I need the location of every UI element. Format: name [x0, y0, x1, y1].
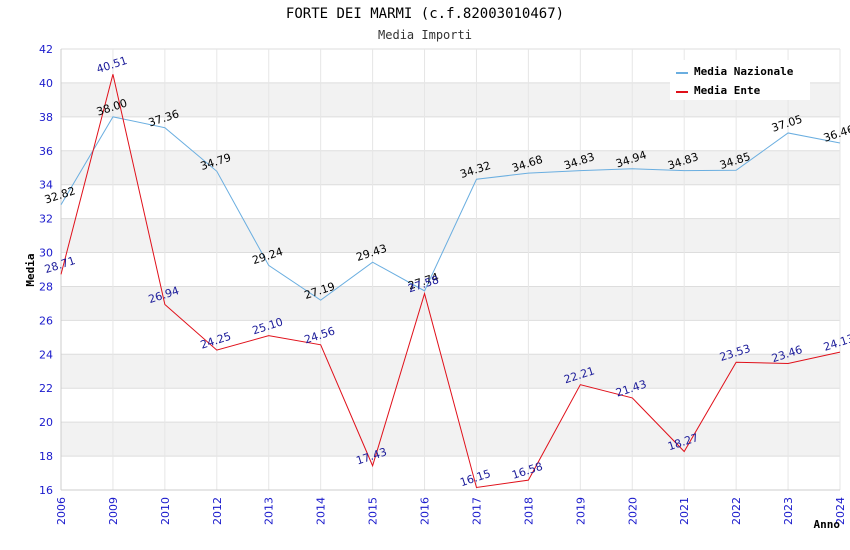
x-tick-label: 2022 [730, 497, 743, 525]
x-tick-label: 2019 [574, 497, 587, 525]
chart-subtitle: Media Importi [378, 28, 472, 42]
grid-band [61, 422, 840, 457]
y-tick-label: 30 [39, 247, 53, 260]
grid-band [61, 320, 840, 355]
x-tick-label: 2017 [470, 497, 483, 525]
legend-label-nazionale: Media Nazionale [694, 65, 794, 78]
y-tick-label: 42 [39, 43, 53, 56]
x-tick-label: 2015 [367, 497, 380, 525]
x-tick-label: 2012 [211, 497, 224, 525]
x-tick-label: 2024 [834, 497, 847, 525]
y-tick-label: 38 [39, 111, 53, 124]
x-tick-label: 2014 [315, 497, 328, 525]
y-tick-label: 32 [39, 213, 53, 226]
legend: Media Nazionale Media Ente [670, 60, 810, 100]
x-tick-label: 2018 [522, 497, 535, 525]
y-tick-label: 40 [39, 77, 53, 90]
y-tick-labels: 16 18 20 22 24 26 28 30 32 34 36 38 40 42 [39, 43, 53, 497]
x-tick-label: 2006 [55, 497, 68, 525]
y-axis-label: Media [24, 253, 37, 286]
grid-band [61, 184, 840, 219]
y-tick-label: 16 [39, 484, 53, 497]
grid-band [61, 150, 840, 185]
x-tick-label: 2010 [159, 497, 172, 525]
x-tick-label: 2020 [626, 497, 639, 525]
legend-label-ente: Media Ente [694, 84, 761, 97]
y-tick-label: 34 [39, 179, 53, 192]
x-tick-label: 2016 [419, 497, 432, 525]
x-tick-label: 2023 [782, 497, 795, 525]
y-tick-label: 18 [39, 450, 53, 463]
series-line-media-ente [60, 74, 841, 489]
chart-title: FORTE DEI MARMI (c.f.82003010467) [286, 6, 564, 22]
y-tick-label: 36 [39, 145, 53, 158]
legend-box [670, 60, 810, 100]
y-tick-label: 22 [39, 382, 53, 395]
x-tick-label: 2021 [678, 497, 691, 525]
series-layer [60, 74, 841, 489]
grid-band [61, 456, 840, 490]
y-tick-label: 26 [39, 314, 53, 327]
x-axis-label: Anno [814, 518, 841, 531]
grid-band [61, 286, 840, 321]
x-tick-labels: 2006 2009 2010 2012 2013 2014 2015 2016 2017 2018… [55, 497, 847, 525]
axes [60, 49, 840, 491]
y-tick-label: 24 [39, 348, 53, 361]
gridlines [60, 48, 841, 491]
x-tick-label: 2009 [107, 497, 120, 525]
series-line-media-nazionale [60, 116, 841, 301]
x-tick-label: 2013 [263, 497, 276, 525]
y-tick-label: 20 [39, 416, 53, 429]
grid-band [61, 252, 840, 287]
grid-band [61, 116, 840, 151]
grid-band [61, 388, 840, 423]
grid-band [61, 354, 840, 389]
y-tick-label: 28 [39, 280, 53, 293]
